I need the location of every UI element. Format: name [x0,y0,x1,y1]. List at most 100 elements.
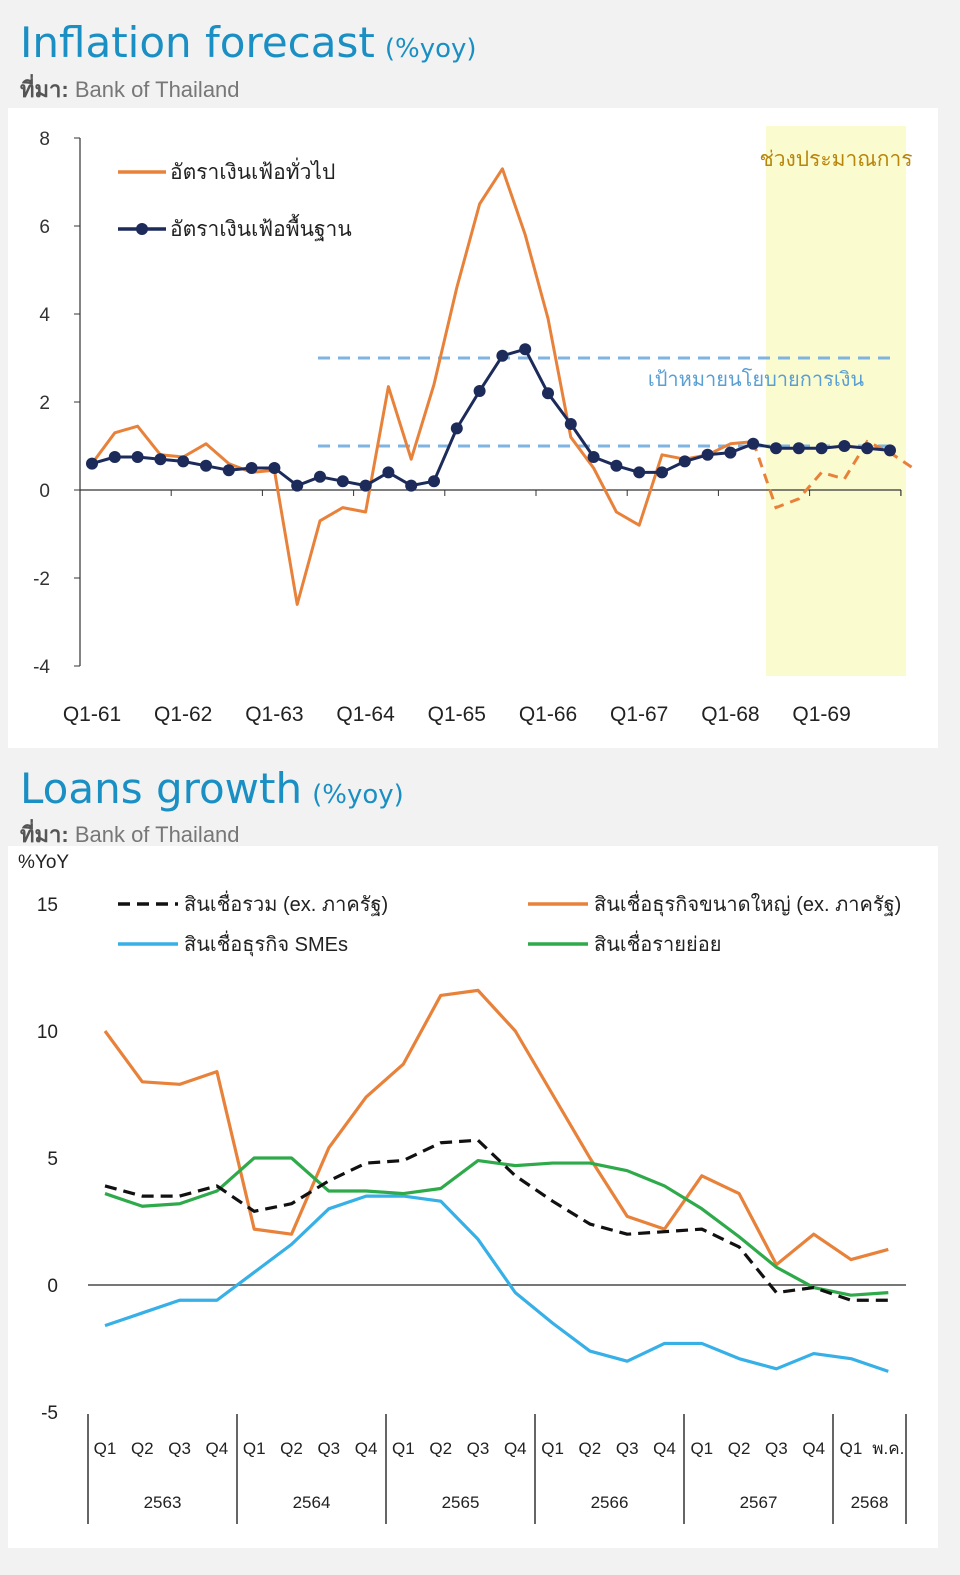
forecast-label: ช่วงประมาณการ [759,148,912,171]
loans-title: Loans growth (%yoy) [20,764,404,813]
x-category-label: Q4 [653,1439,676,1458]
core-inflation-point [542,387,554,400]
loans-source: ที่มา: Bank of Thailand [20,817,240,852]
year-label: 2564 [293,1493,331,1512]
x-category-label: Q1 [243,1439,266,1458]
x-category-label: Q3 [765,1439,788,1458]
core-inflation-point [131,451,144,463]
y-tick-label: 10 [37,1022,58,1043]
inflation-chart-panel: ช่วงประมาณการ 8 6 4 2 0 -2 -4 เป้าหมายนโยบายการเ… [8,108,938,748]
forecast-band [766,126,906,676]
x-category-label: Q4 [504,1439,527,1458]
x-category-label: พ.ค. [872,1439,904,1458]
core-inflation-point [359,479,372,492]
year-label: 2566 [591,1493,629,1512]
y-tick-label: 6 [39,217,50,238]
core-inflation-point [633,466,646,479]
y-tick-label: 5 [47,1149,58,1170]
core-inflation-point [336,475,349,488]
legend-headline-label: อัตราเงินเฟ้อทั่วไป [170,157,335,184]
year-label: 2568 [851,1493,889,1512]
x-category-label: Q1 [392,1439,415,1458]
core-inflation-point [838,440,851,452]
core-inflation-point [678,455,691,468]
retail-loans-line [104,1156,889,1297]
loans-chart-panel: %YoY 15 10 5 0 -5 สินเชื่อรวม (ex. ภาครัฐ) สินเ… [8,846,938,1548]
core-inflation-point [245,462,258,474]
core-inflation-point [200,459,212,472]
x-tick-label: Q1-69 [792,703,850,726]
x-category-label: Q3 [168,1439,191,1458]
core-inflation-point [314,470,326,483]
inflation-source-name: Bank of Thailand [74,77,240,102]
x-tick-label: Q1-62 [154,703,212,726]
x-tick-label: Q1-61 [63,703,121,726]
inflation-title: Inflation forecast (%yoy) [20,18,477,67]
x-category-label: Q2 [131,1439,154,1458]
inflation-title-unit: (%yoy) [384,34,477,64]
x-category-label: Q2 [579,1439,602,1458]
loans-chart: %YoY 15 10 5 0 -5 สินเชื่อรวม (ex. ภาครัฐ) สินเ… [18,852,907,1524]
large-corporate-loans-line [103,988,889,1267]
core-inflation-point [154,453,167,466]
core-inflation-point [222,464,235,477]
y-tick-label: -5 [41,1403,58,1424]
y-tick-label: 8 [39,129,50,150]
x-category-label: Q4 [206,1439,229,1458]
core-inflation-point [291,479,304,492]
x-category-label: Q4 [802,1439,825,1458]
y-tick-label: -4 [33,657,50,678]
inflation-title-text: Inflation forecast [20,18,375,67]
y-tick-label: 0 [39,481,50,502]
total-loans-line [104,1138,889,1302]
core-inflation-point [770,442,782,455]
legend-core-label: อัตราเงินเฟ้อพื้นฐาน [170,214,352,241]
x-category-label: Q1 [541,1439,564,1458]
core-inflation-point [473,385,486,397]
core-inflation-point [701,448,714,461]
inflation-source-prefix: ที่มา: [20,77,69,102]
legend-sme-label: สินเชื่อธุรกิจ SMEs [184,930,348,957]
x-tick-label: Q1-63 [245,703,303,726]
core-inflation-point [86,457,98,470]
legend-total-loans-label: สินเชื่อรวม (ex. ภาครัฐ) [184,890,388,916]
headline-inflation-line [90,167,754,606]
legend-retail-label: สินเชื่อรายย่อย [594,930,721,956]
core-inflation-point [587,451,600,463]
loans-title-text: Loans growth [20,764,303,813]
core-inflation-point [382,466,395,479]
core-inflation-point [884,444,896,457]
year-label: 2567 [740,1493,778,1512]
x-category-label: Q4 [355,1439,378,1458]
target-label: เป้าหมายนโยบายการเงิน [648,368,865,391]
x-category-label: Q3 [616,1439,639,1458]
x-category-label: Q1 [840,1439,863,1458]
core-inflation-point [656,466,668,479]
core-inflation-point [724,446,737,459]
inflation-chart: ช่วงประมาณการ 8 6 4 2 0 -2 -4 เป้าหมายนโยบายการเ… [33,126,914,726]
sme-loans-line [104,1194,889,1373]
x-category-label: Q1 [94,1439,117,1458]
headline-inflation-forecast-line [751,439,914,510]
x-category-label: Q1 [690,1439,713,1458]
core-inflation-point [861,442,874,455]
y-axis-unit: %YoY [18,852,69,873]
x-tick-label: Q1-64 [336,703,395,726]
core-inflation-point [610,459,623,472]
core-inflation-point [108,451,121,463]
x-category-label: Q2 [429,1439,452,1458]
x-category-label: Q2 [280,1439,303,1458]
x-category-label: Q2 [728,1439,751,1458]
x-category-label: Q3 [317,1439,340,1458]
x-tick-label: Q1-68 [701,703,759,726]
x-tick-label: Q1-67 [610,703,668,726]
legend-core-marker [136,223,148,235]
core-inflation-point [792,442,805,455]
y-tick-label: 4 [39,305,50,326]
core-inflation-point [747,437,760,450]
inflation-source: ที่มา: Bank of Thailand [20,72,240,107]
core-inflation-point [519,343,532,356]
y-tick-label: 0 [47,1276,58,1297]
loans-source-prefix: ที่มา: [20,822,69,847]
core-inflation-point [428,475,440,488]
